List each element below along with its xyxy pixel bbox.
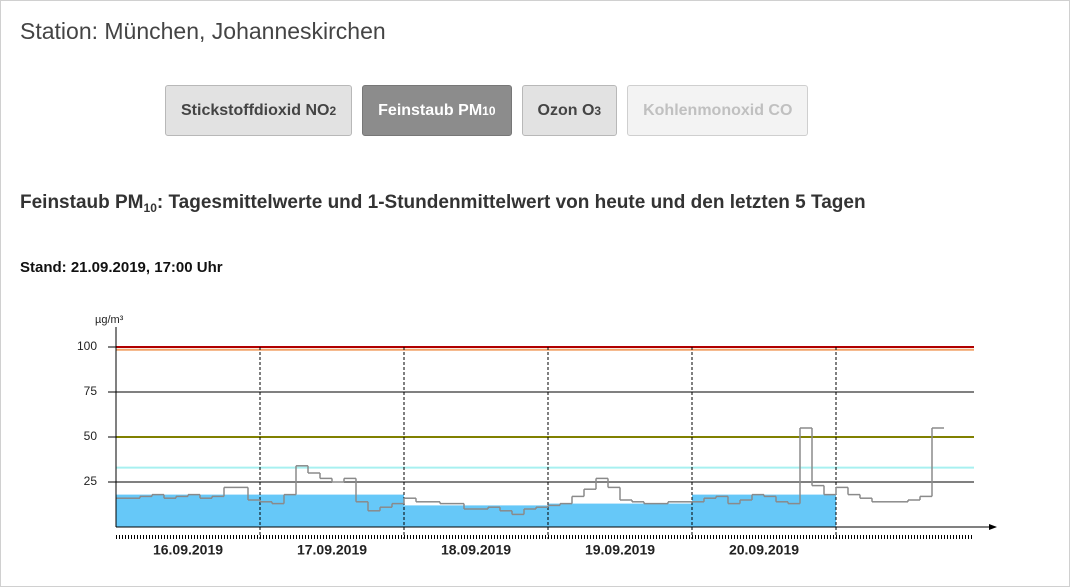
station-title: Station: München, Johanneskirchen [20, 18, 386, 44]
timestamp: Stand: 21.09.2019, 17:00 Uhr [20, 259, 223, 276]
y-tick-label: 75 [84, 384, 98, 398]
tab-bar: Stickstoffdioxid NO 2 Feinstaub PM 10 Ozon O… [165, 85, 809, 136]
daily-mean-area [548, 503, 692, 527]
day-label: 20.09.2019 [729, 542, 799, 558]
tab-button[interactable]: Stickstoffdioxid NO 2 [165, 85, 353, 136]
chart: 25 50 75 100 16.09.2019 17.09.2019 18.09.2019 1… [77, 314, 997, 558]
tab-label: Stickstoffdioxid NO [181, 101, 330, 119]
day-label: 19.09.2019 [585, 542, 655, 558]
tab-button: Kohlenmonoxid CO [627, 85, 809, 136]
daily-mean-area [692, 494, 836, 527]
tab-label: Kohlenmonoxid CO [643, 101, 793, 119]
heading-sub: 10 [143, 201, 157, 215]
tab-label: Feinstaub PM [378, 101, 483, 119]
heading-rest: : Tagesmittelwerte und 1-Stundenmittelwe… [156, 192, 866, 213]
heading-text: Feinstaub PM [20, 192, 144, 213]
y-tick-label: 50 [84, 429, 98, 443]
y-tick-label: 25 [84, 474, 98, 488]
daily-mean-area [116, 494, 260, 527]
y-axis-label: µg/m³ [95, 314, 124, 326]
chart-heading: Feinstaub PM10: Tagesmittelwerte und 1-S… [20, 190, 1010, 216]
tab-button[interactable]: Feinstaub PM 10 [362, 85, 512, 136]
y-tick-label: 100 [77, 339, 97, 353]
daily-mean-area [260, 494, 404, 527]
tab-label: Ozon O [537, 101, 595, 119]
day-label: 16.09.2019 [153, 542, 223, 558]
day-label: 17.09.2019 [297, 542, 367, 558]
day-label: 18.09.2019 [441, 542, 511, 558]
